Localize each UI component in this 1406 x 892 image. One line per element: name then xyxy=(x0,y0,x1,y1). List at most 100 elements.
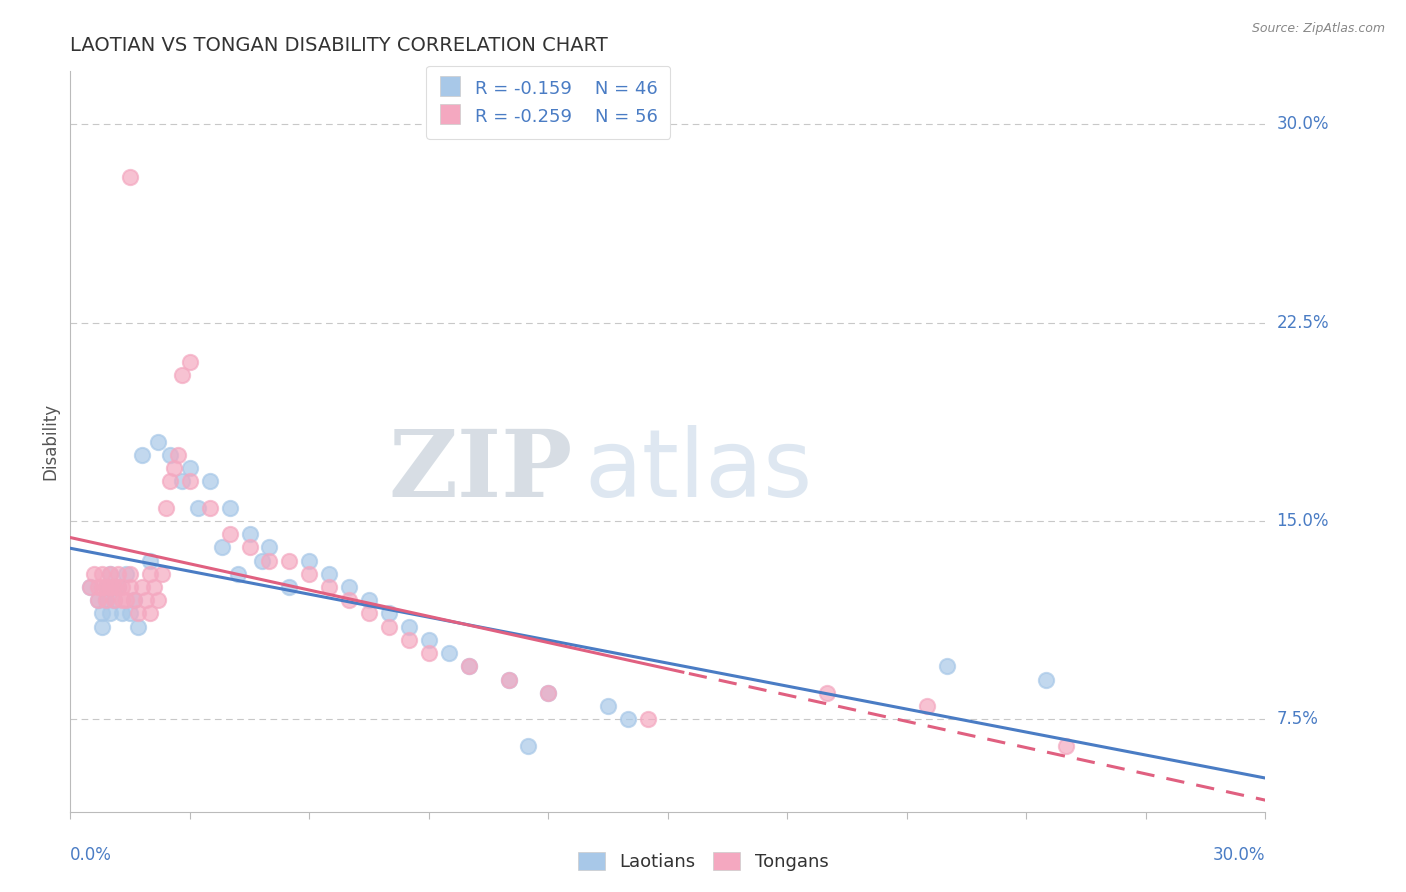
Point xyxy=(198,474,221,488)
Point xyxy=(127,620,149,634)
Point xyxy=(457,659,479,673)
Point xyxy=(598,698,620,713)
Point xyxy=(179,355,201,369)
Point xyxy=(103,580,125,594)
Text: Source: ZipAtlas.com: Source: ZipAtlas.com xyxy=(1251,22,1385,36)
Point xyxy=(278,553,301,567)
Text: 15.0%: 15.0% xyxy=(1277,512,1329,530)
Point xyxy=(111,593,134,607)
Text: LAOTIAN VS TONGAN DISABILITY CORRELATION CHART: LAOTIAN VS TONGAN DISABILITY CORRELATION… xyxy=(70,36,607,54)
Point xyxy=(239,527,262,541)
Point xyxy=(139,566,162,581)
Point xyxy=(135,593,157,607)
Point xyxy=(155,500,177,515)
Point xyxy=(115,593,138,607)
Point xyxy=(98,566,121,581)
Point xyxy=(517,739,540,753)
Point xyxy=(96,593,117,607)
Legend: R = -0.159    N = 46, R = -0.259    N = 56: R = -0.159 N = 46, R = -0.259 N = 56 xyxy=(426,66,671,138)
Text: 0.0%: 0.0% xyxy=(70,847,112,864)
Point xyxy=(1054,739,1077,753)
Point xyxy=(337,593,360,607)
Point xyxy=(127,607,149,621)
Point xyxy=(131,448,153,462)
Point xyxy=(218,527,240,541)
Legend: Laotians, Tongans: Laotians, Tongans xyxy=(571,845,835,879)
Point xyxy=(120,607,141,621)
Point xyxy=(398,632,420,647)
Point xyxy=(211,541,233,555)
Point xyxy=(131,580,153,594)
Point xyxy=(259,553,281,567)
Point xyxy=(935,659,957,673)
Point xyxy=(98,580,121,594)
Point xyxy=(96,580,117,594)
Point xyxy=(103,593,125,607)
Point xyxy=(87,580,110,594)
Point xyxy=(163,461,186,475)
Point xyxy=(143,580,166,594)
Point xyxy=(107,580,129,594)
Point xyxy=(103,593,125,607)
Point xyxy=(111,580,134,594)
Point xyxy=(96,593,117,607)
Point xyxy=(398,620,420,634)
Point xyxy=(122,593,145,607)
Point xyxy=(167,448,190,462)
Point xyxy=(159,474,181,488)
Point xyxy=(79,580,101,594)
Point xyxy=(120,170,141,185)
Point xyxy=(96,580,117,594)
Point xyxy=(498,673,520,687)
Point xyxy=(179,461,201,475)
Point xyxy=(91,620,114,634)
Text: 22.5%: 22.5% xyxy=(1277,314,1329,332)
Point xyxy=(1035,673,1057,687)
Point xyxy=(378,620,401,634)
Point xyxy=(98,607,121,621)
Point xyxy=(359,607,381,621)
Point xyxy=(87,593,110,607)
Point xyxy=(146,593,169,607)
Point xyxy=(278,580,301,594)
Point xyxy=(146,434,169,449)
Point xyxy=(98,566,121,581)
Point xyxy=(337,580,360,594)
Point xyxy=(150,566,173,581)
Point xyxy=(418,632,440,647)
Point xyxy=(259,541,281,555)
Point xyxy=(218,500,240,515)
Text: 7.5%: 7.5% xyxy=(1277,710,1319,728)
Point xyxy=(91,580,114,594)
Point xyxy=(318,566,340,581)
Point xyxy=(115,566,138,581)
Point xyxy=(617,712,640,726)
Point xyxy=(170,368,193,383)
Point xyxy=(378,607,401,621)
Text: 30.0%: 30.0% xyxy=(1277,115,1329,133)
Point xyxy=(120,580,141,594)
Point xyxy=(91,566,114,581)
Point xyxy=(187,500,209,515)
Text: atlas: atlas xyxy=(585,425,813,517)
Point xyxy=(139,553,162,567)
Point xyxy=(107,580,129,594)
Point xyxy=(159,448,181,462)
Point xyxy=(250,553,273,567)
Point xyxy=(198,500,221,515)
Text: ZIP: ZIP xyxy=(388,426,572,516)
Point xyxy=(122,593,145,607)
Point xyxy=(87,593,110,607)
Point xyxy=(91,607,114,621)
Point xyxy=(537,686,560,700)
Point xyxy=(107,566,129,581)
Point xyxy=(318,580,340,594)
Point xyxy=(815,686,838,700)
Point xyxy=(170,474,193,488)
Point xyxy=(537,686,560,700)
Point xyxy=(120,566,141,581)
Point xyxy=(418,646,440,660)
Point xyxy=(359,593,381,607)
Point xyxy=(298,553,321,567)
Point xyxy=(226,566,249,581)
